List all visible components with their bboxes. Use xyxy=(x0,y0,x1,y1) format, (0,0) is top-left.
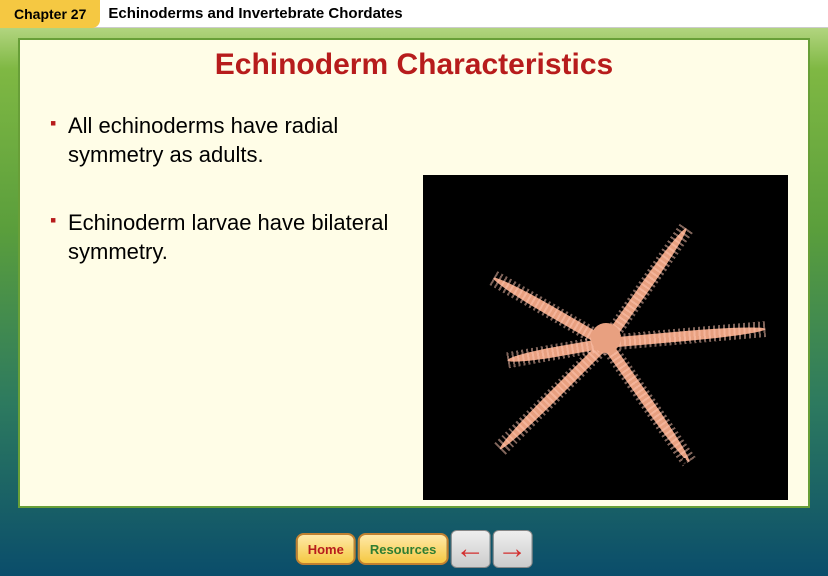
brittle-star-graphic xyxy=(423,175,788,500)
next-button[interactable]: → xyxy=(492,530,532,568)
chapter-label: Chapter 27 xyxy=(14,6,86,22)
home-label: Home xyxy=(308,542,344,557)
star-disc xyxy=(591,323,621,353)
slide-image xyxy=(423,175,788,500)
home-button[interactable]: Home xyxy=(296,533,356,565)
arrow-left-icon: ← xyxy=(455,532,485,566)
bullet-item: Echinoderm larvae have bilateral symmetr… xyxy=(50,209,420,266)
chapter-tab: Chapter 27 xyxy=(0,0,100,28)
prev-button[interactable]: ← xyxy=(450,530,490,568)
header-bar: Chapter 27 Echinoderms and Invertebrate … xyxy=(0,0,828,28)
image-caption: Adult brittle star xyxy=(680,455,780,470)
header-title: Echinoderms and Invertebrate Chordates xyxy=(108,5,402,22)
slide-title: Echinoderm Characteristics xyxy=(40,48,788,82)
resources-label: Resources xyxy=(370,542,436,557)
arrow-right-icon: → xyxy=(497,532,527,566)
bullet-text: All echinoderms have radial symmetry as … xyxy=(68,113,338,167)
footer-nav: Home Resources ← → xyxy=(296,530,533,568)
bullet-text: Echinoderm larvae have bilateral symmetr… xyxy=(68,210,388,264)
bullet-item: All echinoderms have radial symmetry as … xyxy=(50,112,420,169)
content-panel: Echinoderm Characteristics All echinoder… xyxy=(18,38,810,508)
star-arm xyxy=(601,340,692,465)
resources-button[interactable]: Resources xyxy=(358,533,448,565)
bullet-list: All echinoderms have radial symmetry as … xyxy=(50,112,420,266)
star-arm xyxy=(605,324,765,348)
